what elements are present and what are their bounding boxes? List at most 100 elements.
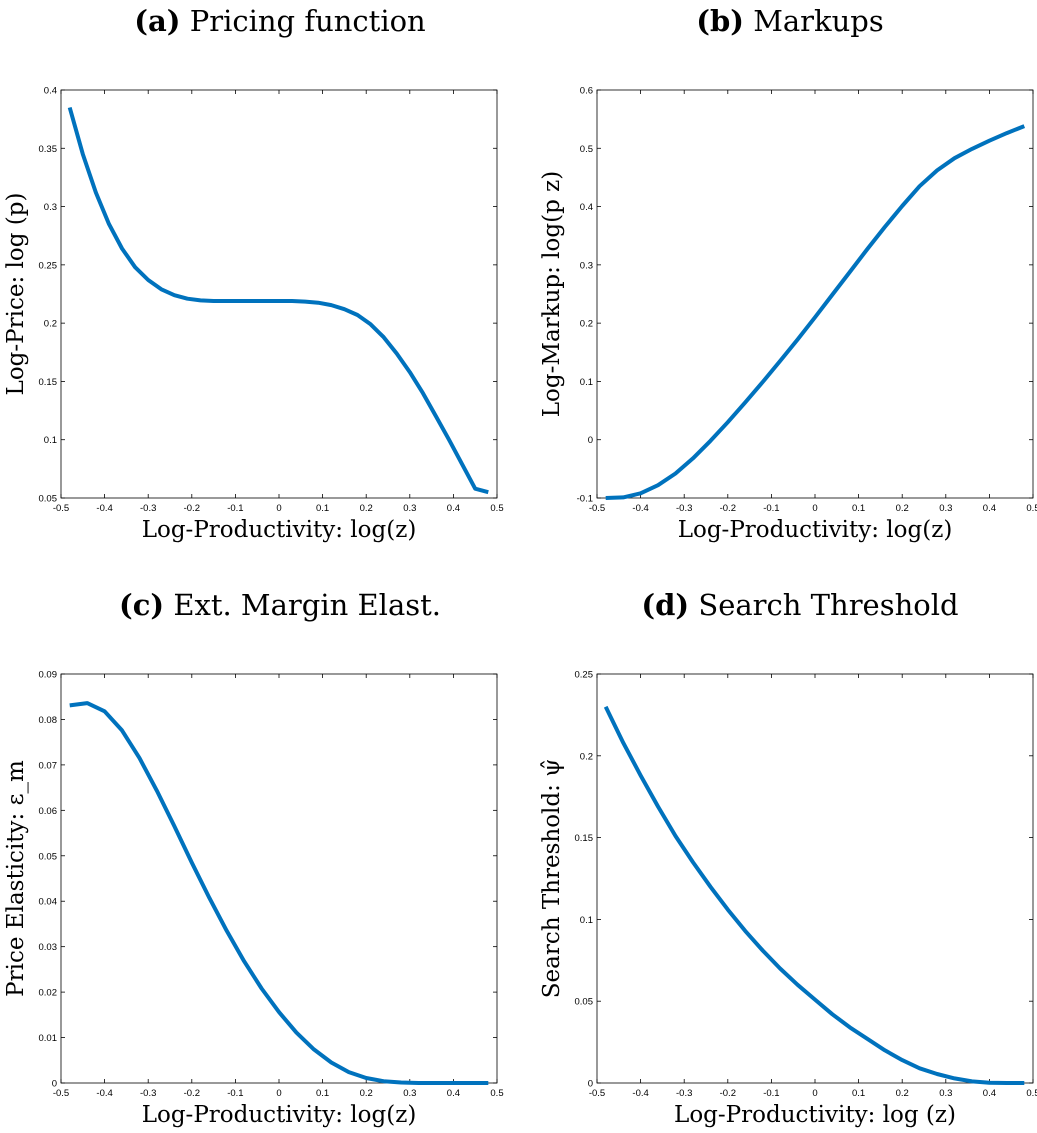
- panel-title-text-d: Search Threshold: [698, 588, 959, 622]
- x-axis-label-b: Log-Productivity: log(z): [678, 517, 953, 543]
- x-tick-label-c: 0.1: [316, 1088, 329, 1099]
- y-axis-label-d: Search Threshold: ψ̂: [539, 759, 565, 998]
- y-tick-label-b: 0.3: [580, 260, 593, 271]
- x-tick-label-c: -0.3: [140, 1088, 156, 1099]
- x-tick-label-d: 0.4: [983, 1088, 996, 1099]
- x-tick-label-c: -0.1: [227, 1088, 243, 1099]
- y-tick-label-c: 0: [52, 1079, 57, 1090]
- y-tick-label-a: 0.2: [44, 319, 57, 330]
- x-axis-label-d: Log-Productivity: log (z): [674, 1102, 956, 1128]
- y-tick-label-d: 0.25: [575, 670, 594, 681]
- series-line-d: [603, 705, 1025, 1085]
- panel-title-d: (d) Search Threshold: [630, 588, 970, 622]
- x-tick-label-d: -0.4: [632, 1088, 648, 1099]
- x-tick-label-a: 0.2: [360, 503, 373, 514]
- panel-title-text-c: Ext. Margin Elast.: [173, 588, 441, 622]
- y-tick-label-b: 0: [588, 435, 593, 446]
- x-tick-label-a: 0.5: [490, 503, 503, 514]
- y-tick-label-c: 0.02: [39, 988, 58, 999]
- x-tick-label-c: 0.3: [403, 1088, 416, 1099]
- x-tick-label-b: 0.2: [896, 503, 909, 514]
- x-tick-label-d: 0: [812, 1088, 817, 1099]
- y-tick-label-a: 0.3: [44, 202, 57, 213]
- x-tick-label-a: -0.4: [96, 503, 112, 514]
- y-tick-label-d: 0.2: [580, 751, 593, 762]
- x-axis-label-c: Log-Productivity: log(z): [142, 1102, 417, 1128]
- x-tick-label-c: 0.5: [490, 1088, 503, 1099]
- x-tick-label-d: -0.5: [589, 1088, 605, 1099]
- x-tick-label-a: -0.2: [184, 503, 200, 514]
- x-tick-label-c: 0.4: [447, 1088, 460, 1099]
- x-tick-label-a: 0.3: [403, 503, 416, 514]
- x-tick-label-a: -0.5: [53, 503, 69, 514]
- panel-title-text-b: Markups: [753, 4, 884, 38]
- y-tick-label-b: 0.4: [580, 202, 593, 213]
- series-line-a: [67, 106, 489, 495]
- y-tick-label-b: -0.1: [577, 494, 593, 505]
- x-tick-label-c: 0: [276, 1088, 281, 1099]
- panel-tag-c: (c): [118, 588, 165, 622]
- y-tick-label-b: 0.5: [580, 144, 593, 155]
- x-tick-label-b: 0.5: [1026, 503, 1037, 514]
- y-tick-label-a: 0.05: [39, 494, 58, 505]
- series-line-c: [69, 701, 489, 1085]
- panel-tag-b: (b): [696, 4, 744, 38]
- y-tick-label-c: 0.08: [39, 715, 58, 726]
- y-tick-label-a: 0.15: [39, 377, 58, 388]
- x-tick-label-b: -0.4: [632, 503, 648, 514]
- x-tick-label-b: -0.5: [589, 503, 605, 514]
- y-tick-label-d: 0.1: [580, 915, 593, 926]
- y-tick-label-d: 0: [588, 1079, 593, 1090]
- y-tick-label-b: 0.2: [580, 319, 593, 330]
- y-tick-label-c: 0.04: [39, 897, 58, 908]
- y-tick-label-c: 0.01: [39, 1033, 58, 1044]
- x-tick-label-b: -0.2: [720, 503, 736, 514]
- x-tick-label-d: -0.3: [676, 1088, 692, 1099]
- y-tick-label-a: 0.1: [44, 435, 57, 446]
- x-tick-label-b: 0.4: [983, 503, 996, 514]
- panel-title-a: (a) Pricing function: [100, 4, 460, 38]
- y-axis-label-c: Price Elasticity: ε_m: [3, 760, 29, 997]
- y-tick-label-a: 0.35: [39, 144, 58, 155]
- x-tick-label-a: 0: [276, 503, 281, 514]
- y-tick-label-d: 0.15: [575, 833, 594, 844]
- x-tick-label-c: 0.2: [360, 1088, 373, 1099]
- panel-tag-d: (d): [641, 588, 690, 622]
- x-tick-label-d: -0.1: [763, 1088, 779, 1099]
- y-axis-label-a: Log-Price: log (p): [3, 193, 29, 396]
- x-tick-label-d: -0.2: [720, 1088, 736, 1099]
- x-tick-label-b: 0.1: [852, 503, 865, 514]
- x-tick-label-a: 0.4: [447, 503, 460, 514]
- x-tick-label-a: 0.1: [316, 503, 329, 514]
- panel-title-text-a: Pricing function: [189, 4, 426, 38]
- y-axis-label-b: Log-Markup: log(p z): [539, 171, 565, 417]
- x-tick-label-b: 0.3: [939, 503, 952, 514]
- y-tick-label-c: 0.05: [39, 851, 58, 862]
- x-tick-label-c: -0.5: [53, 1088, 69, 1099]
- y-tick-label-a: 0.25: [39, 260, 58, 271]
- x-tick-label-b: -0.1: [763, 503, 779, 514]
- x-tick-label-b: -0.3: [676, 503, 692, 514]
- y-tick-label-c: 0.06: [39, 806, 58, 817]
- panel-tag-a: (a): [134, 4, 181, 38]
- y-tick-label-c: 0.09: [39, 670, 58, 681]
- x-tick-label-d: 0.2: [896, 1088, 909, 1099]
- x-axis-label-a: Log-Productivity: log(z): [142, 517, 417, 543]
- x-tick-label-d: 0.5: [1026, 1088, 1037, 1099]
- x-tick-label-d: 0.3: [939, 1088, 952, 1099]
- series-line-b: [605, 124, 1026, 500]
- plot-frame-d: [596, 673, 1034, 1084]
- panel-title-c: (c) Ext. Margin Elast.: [90, 588, 470, 622]
- x-tick-label-d: 0.1: [852, 1088, 865, 1099]
- y-tick-label-b: 0.1: [580, 377, 593, 388]
- x-tick-label-a: -0.3: [140, 503, 156, 514]
- y-tick-label-a: 0.4: [44, 86, 57, 97]
- x-tick-label-b: 0: [812, 503, 817, 514]
- x-tick-label-c: -0.2: [184, 1088, 200, 1099]
- x-tick-label-a: -0.1: [227, 503, 243, 514]
- y-tick-label-c: 0.03: [39, 942, 58, 953]
